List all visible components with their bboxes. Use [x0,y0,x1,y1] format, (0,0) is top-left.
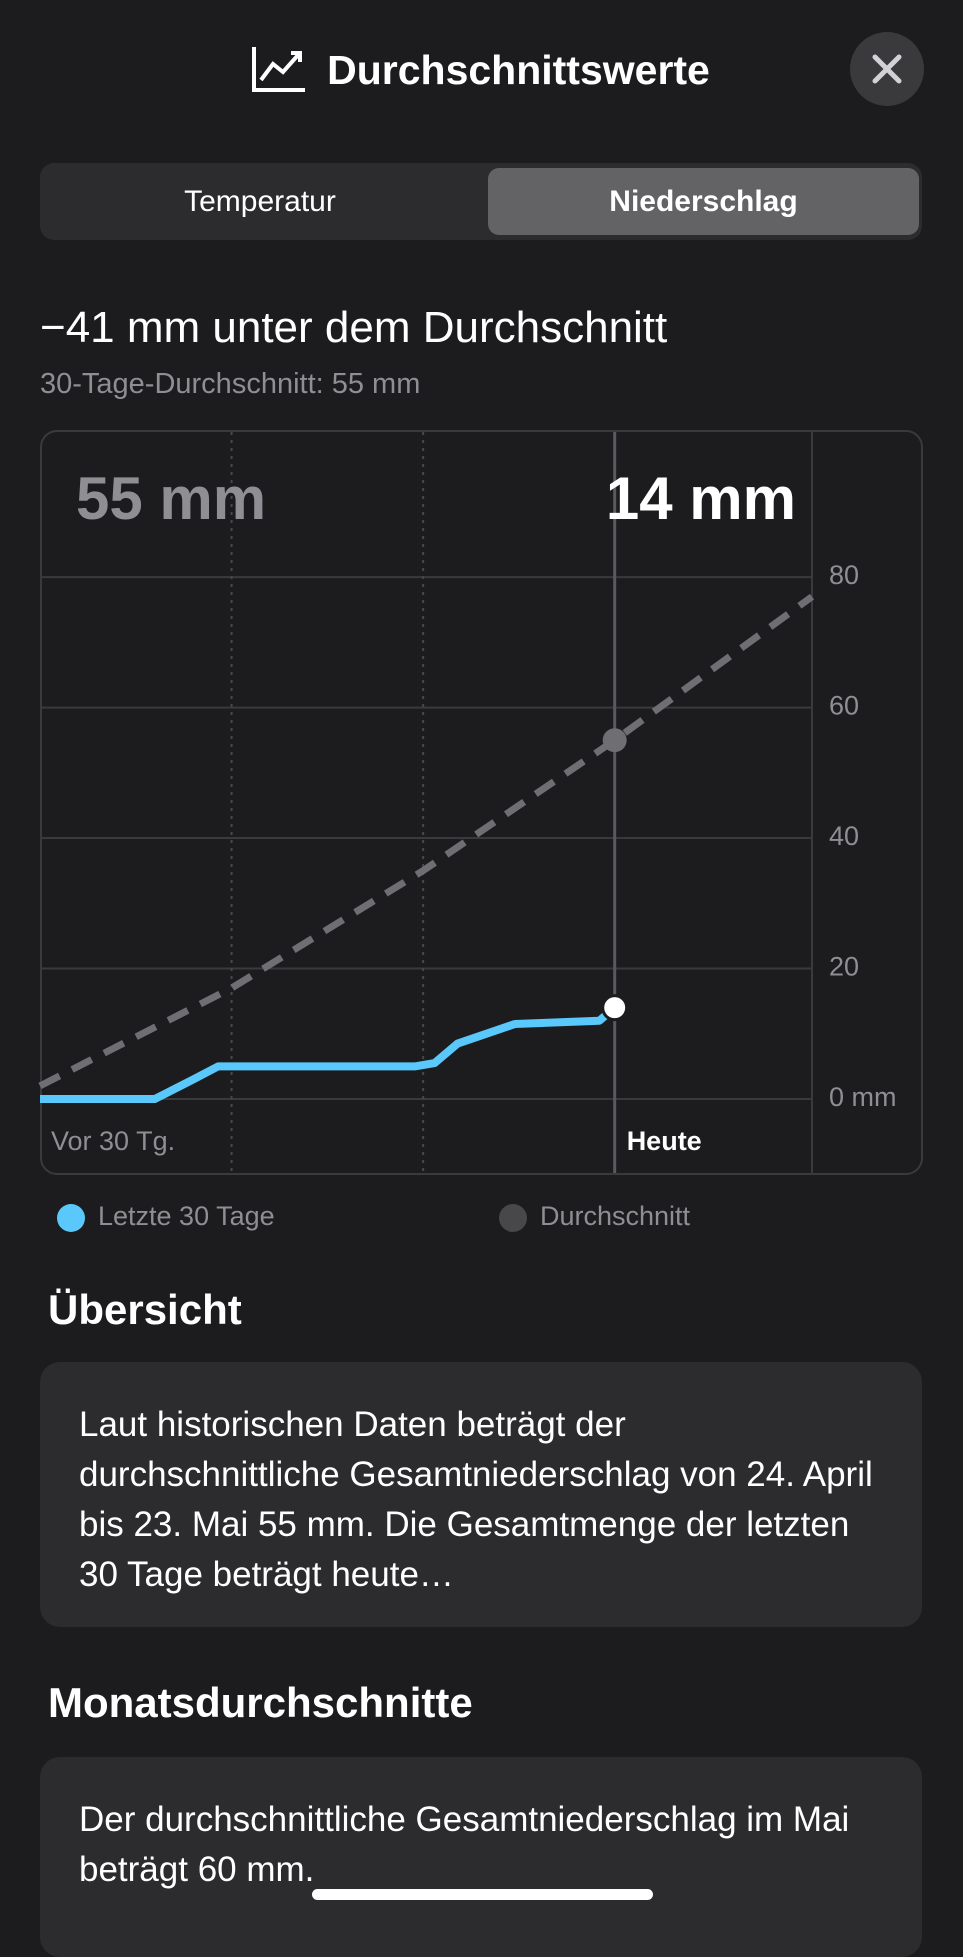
average-label: 55 mm [76,465,266,532]
home-indicator [312,1889,653,1900]
y-tick-label: 60 [829,691,859,721]
card[interactable]: Der durchschnittliche Gesamtniederschlag… [40,1757,922,1957]
subtitle: 30-Tage-Durchschnitt: 55 mm [40,368,421,400]
y-tick-label: 80 [829,560,859,590]
chart-frame [40,430,923,1175]
card-text: Laut historischen Daten beträgt der durc… [79,1405,873,1594]
title: Durchschnittswerte [327,47,710,93]
chart-icon [252,47,305,92]
section-title: Monatsdurchschnitte [48,1679,473,1726]
headline: −41 mm unter dem Durchschnitt [40,303,668,352]
tab[interactable]: Niederschlag [488,168,919,235]
today-point [601,994,629,1022]
x-tick-label: Heute [627,1126,702,1156]
y-tick-label: 0 mm [829,1082,897,1112]
legend-label: Durchschnitt [540,1201,691,1231]
x-tick-label: Vor 30 Tg. [51,1126,175,1156]
close-icon [872,54,902,84]
segmented-control: Temperatur Niederschlag [40,163,922,240]
today-point [602,728,627,753]
series-line [38,593,815,1090]
section-title: Übersicht [48,1286,242,1333]
legend-label: Letzte 30 Tage [98,1201,275,1231]
y-tick-label: 20 [829,952,859,982]
tab[interactable]: Temperatur [184,185,336,218]
legend-dot [57,1204,85,1232]
current-label: 14 mm [606,465,796,532]
card[interactable]: Laut historischen Daten beträgt der durc… [40,1362,922,1627]
card-text: Der durchschnittliche Gesamtniederschlag… [79,1800,850,1889]
legend-dot [499,1204,527,1232]
close-button[interactable] [850,32,924,106]
y-tick-label: 40 [829,821,859,851]
header: Durchschnittswerte [0,44,963,96]
series-line [40,1004,618,1103]
chart: 0 mm 20 40 60 80 Vor 30 Tg. Heute 55 mm 14 mm Let… [38,430,923,1232]
